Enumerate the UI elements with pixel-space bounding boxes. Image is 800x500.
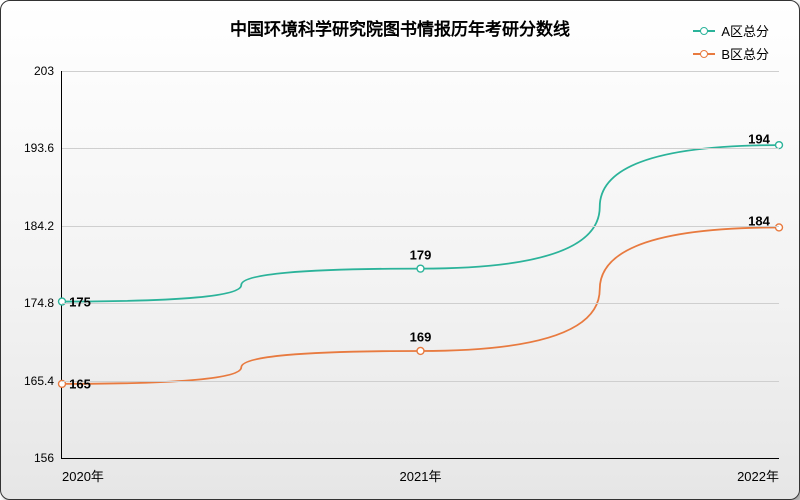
chart-container: 中国环境科学研究院图书情报历年考研分数线 A区总分 B区总分 156165.41… xyxy=(0,0,800,500)
legend-label-a: A区总分 xyxy=(721,21,769,40)
gridline xyxy=(62,226,779,227)
chart-title: 中国环境科学研究院图书情报历年考研分数线 xyxy=(1,15,799,40)
plot-area: 156165.4174.8184.2193.62032020年2021年2022… xyxy=(61,71,779,459)
series-marker xyxy=(417,265,424,272)
point-label: 175 xyxy=(66,293,94,310)
y-tick-label: 193.6 xyxy=(24,141,62,155)
y-tick-label: 165.4 xyxy=(24,374,62,388)
x-tick-label: 2021年 xyxy=(400,458,442,485)
gridline xyxy=(62,381,779,382)
legend-item-a: A区总分 xyxy=(693,21,769,40)
x-tick-label: 2020年 xyxy=(62,458,104,485)
point-label: 165 xyxy=(66,375,94,392)
legend-item-b: B区总分 xyxy=(693,44,769,63)
point-label: 169 xyxy=(407,328,435,345)
gridline xyxy=(62,71,779,72)
line-layer xyxy=(62,71,779,458)
gridline xyxy=(62,303,779,304)
x-tick-label: 2022年 xyxy=(737,458,779,485)
point-label: 179 xyxy=(407,246,435,263)
series-marker xyxy=(417,347,424,354)
y-tick-label: 156 xyxy=(34,451,62,465)
legend-swatch-b xyxy=(693,53,715,55)
legend-label-b: B区总分 xyxy=(721,44,769,63)
y-tick-label: 203 xyxy=(34,64,62,78)
legend-swatch-a xyxy=(693,30,715,32)
legend: A区总分 B区总分 xyxy=(693,21,769,67)
point-label: 194 xyxy=(745,131,773,148)
series-line xyxy=(62,145,779,301)
y-tick-label: 174.8 xyxy=(24,296,62,310)
gridline xyxy=(62,148,779,149)
point-label: 184 xyxy=(745,213,773,230)
y-tick-label: 184.2 xyxy=(24,219,62,233)
